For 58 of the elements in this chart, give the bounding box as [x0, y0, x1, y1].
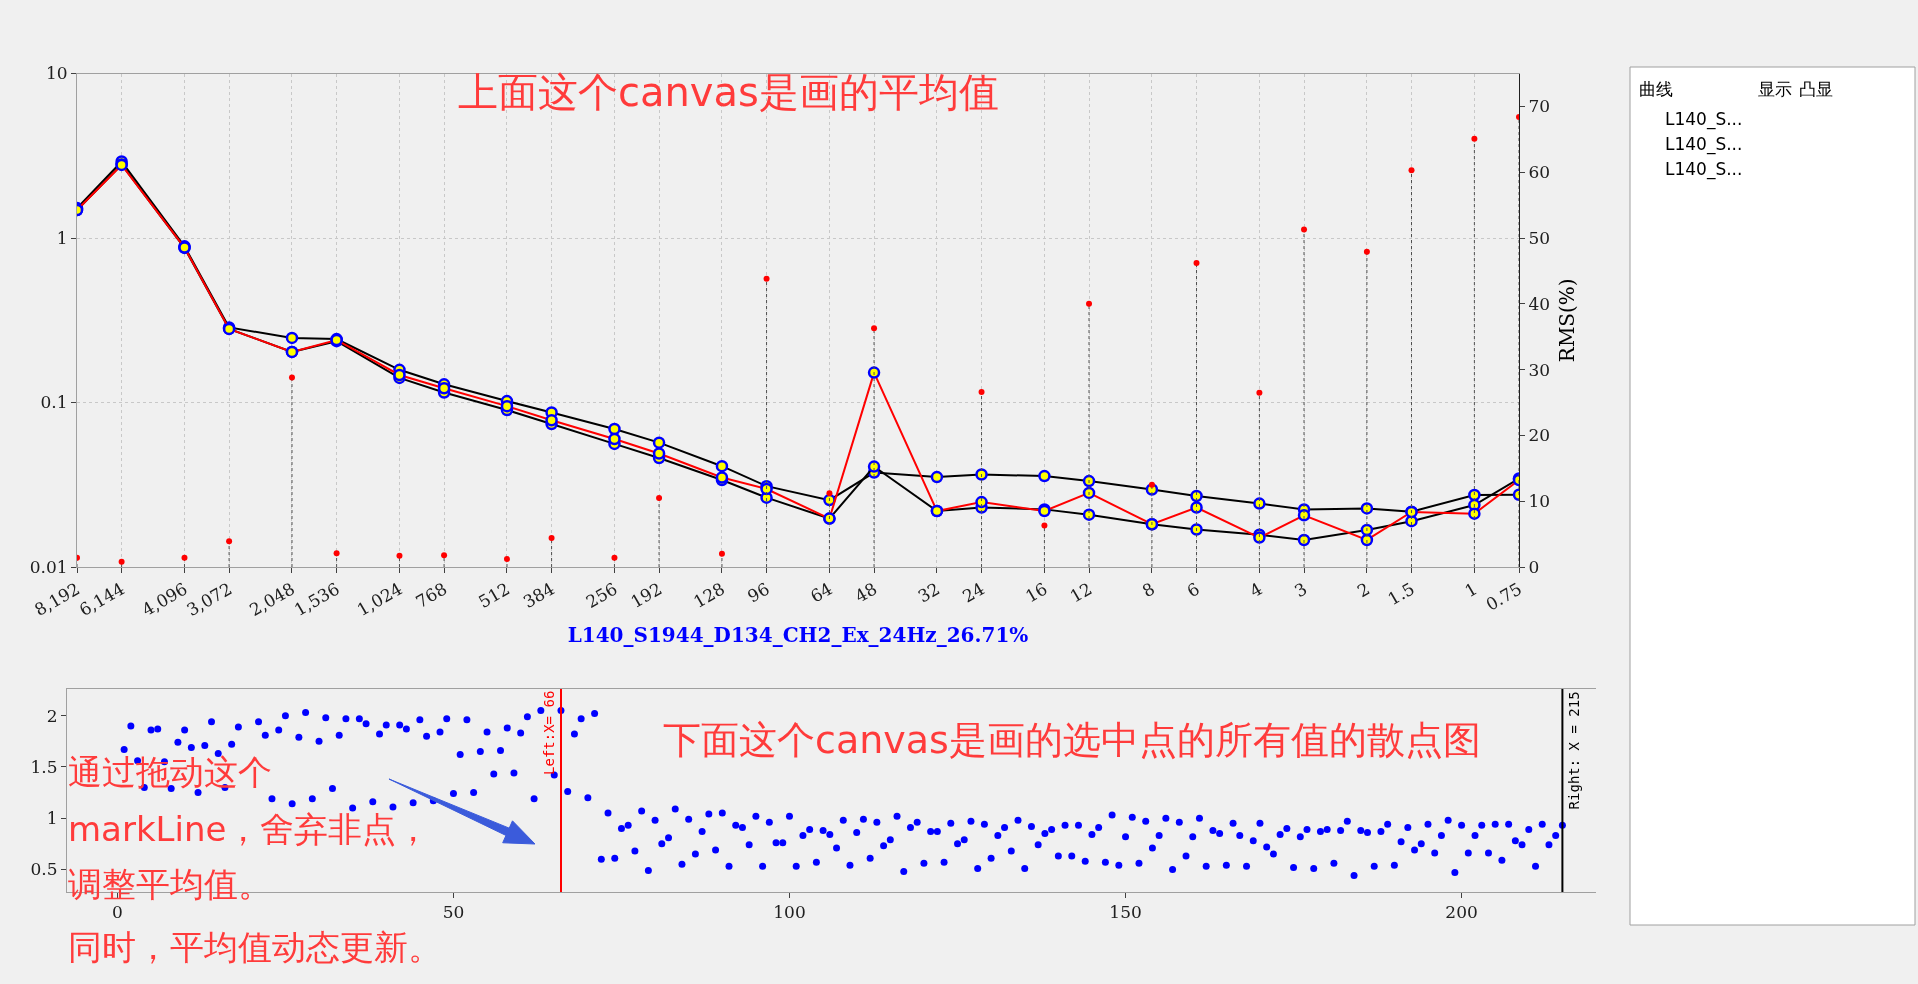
- x-tick-label: 0: [112, 902, 123, 923]
- y-tick-label: 1.5: [30, 756, 58, 777]
- y2-tick-label: 60: [1528, 162, 1551, 183]
- y-tick-label: 1: [56, 227, 68, 248]
- x-tick-label: 64: [806, 578, 836, 607]
- y2-tick-label: 50: [1528, 227, 1551, 248]
- x-tick-label: 1.5: [1384, 578, 1418, 610]
- x-tick-label: 512: [475, 578, 514, 612]
- x-tick-label: 24: [959, 578, 988, 607]
- x-tick-label: 32: [914, 578, 944, 607]
- annotation: 通过拖动这个: [68, 752, 272, 792]
- x-tick-label: 4: [1246, 578, 1266, 602]
- x-tick-label: 96: [744, 578, 773, 607]
- y-tick-label: 0.5: [30, 859, 58, 880]
- y2-tick-label: 40: [1528, 293, 1551, 314]
- text: L140_S...: [1665, 109, 1743, 130]
- y2-axis-title: RMS(%): [1554, 278, 1579, 363]
- y-tick-label: 2: [46, 705, 58, 726]
- x-tick-label: 384: [519, 578, 558, 612]
- text: L140_S...: [1665, 134, 1743, 155]
- x-tick-label: 100: [773, 902, 806, 923]
- text: 显示: [1758, 79, 1792, 99]
- y2-tick-label: 70: [1528, 96, 1551, 117]
- y-tick-label: 10: [45, 63, 68, 84]
- x-tick-label: 200: [1445, 902, 1478, 923]
- x-tick-label: 8: [1138, 578, 1159, 602]
- text: L140_S...: [1665, 159, 1743, 180]
- ref-line-label: Right: X = 215: [1566, 691, 1583, 810]
- text: 凸显: [1799, 79, 1833, 99]
- x-tick-label: 6: [1183, 578, 1203, 602]
- y2-tick-label: 20: [1528, 425, 1551, 446]
- x-axis-title: L140_S1944_D134_CH2_Ex_24Hz_26.71%: [567, 622, 1029, 647]
- y2-tick-label: 0: [1528, 556, 1540, 577]
- y-tick-label: 0.01: [29, 556, 68, 577]
- x-tick-label: 192: [627, 578, 666, 612]
- x-tick-label: 12: [1066, 578, 1096, 607]
- text: 同时，平均值动态更新。: [68, 927, 442, 967]
- y-tick-label: 1: [46, 808, 58, 829]
- x-tick-label: 1: [1461, 578, 1481, 602]
- annotation: 调整平均值。: [68, 864, 272, 904]
- y-tick-label: 0.1: [40, 392, 68, 413]
- annotation: 上面这个canvas是画的平均值: [458, 69, 999, 115]
- x-tick-label: 2: [1353, 578, 1374, 602]
- x-tick-label: 0.75: [1482, 578, 1526, 615]
- annotation: markLine，舍弃非点，: [68, 809, 431, 849]
- x-tick-label: 48: [851, 578, 881, 607]
- x-tick-label: 16: [1021, 578, 1051, 607]
- annotation: 下面这个canvas是画的选中点的所有值的散点图: [663, 718, 1481, 762]
- x-tick-label: 128: [690, 578, 729, 612]
- x-tick-label: 150: [1109, 902, 1142, 923]
- x-tick-label: 768: [412, 578, 451, 612]
- x-tick-label: 3: [1290, 578, 1311, 602]
- y2-tick-label: 10: [1528, 491, 1551, 512]
- ref-line-label: Left:X= 66: [540, 690, 557, 775]
- y2-tick-label: 30: [1528, 359, 1551, 380]
- x-tick-label: 256: [582, 578, 621, 612]
- text: 曲线: [1639, 79, 1673, 99]
- x-tick-label: 50: [442, 902, 465, 923]
